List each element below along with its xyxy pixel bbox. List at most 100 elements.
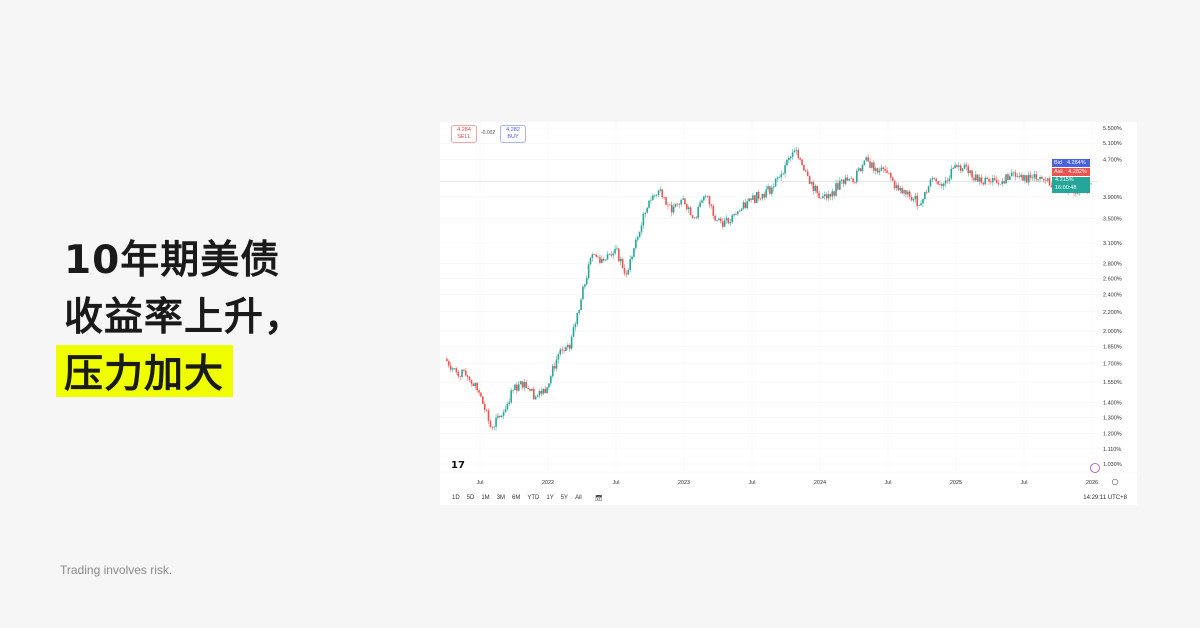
candle-body bbox=[878, 170, 881, 173]
headline-highlight bbox=[56, 345, 233, 397]
tf-1m[interactable]: 1M bbox=[481, 495, 490, 501]
candle-body bbox=[925, 192, 928, 193]
y-tick-label: 1.300% bbox=[1103, 415, 1122, 421]
y-tick-label: 2.600% bbox=[1103, 276, 1122, 282]
candle-body bbox=[1007, 174, 1009, 180]
candle-body bbox=[810, 182, 813, 184]
candle-body bbox=[958, 165, 960, 167]
tf-6m[interactable]: 6M bbox=[512, 495, 521, 501]
candle-body bbox=[610, 254, 613, 256]
candle-body bbox=[652, 195, 654, 201]
x-tick-label: Jul bbox=[1020, 480, 1027, 486]
tf-1y[interactable]: 1Y bbox=[546, 495, 554, 501]
candle-body bbox=[1026, 175, 1028, 183]
candle-body bbox=[822, 196, 824, 198]
candle-body bbox=[536, 395, 539, 397]
candle-body bbox=[805, 170, 807, 172]
candle-body bbox=[961, 168, 964, 171]
buy-button[interactable]: 4.282 BUY bbox=[500, 125, 526, 143]
candle-body bbox=[965, 164, 968, 167]
date-range-icon[interactable]: 📅︎ bbox=[594, 496, 603, 502]
candle-body bbox=[680, 199, 682, 205]
candle-body bbox=[750, 198, 752, 201]
candle-body bbox=[952, 167, 954, 169]
candle-body bbox=[967, 166, 970, 174]
candle-body bbox=[891, 177, 894, 181]
candle-body bbox=[640, 225, 643, 232]
candle-body bbox=[657, 190, 660, 195]
candle-body bbox=[474, 383, 477, 387]
candle-body bbox=[905, 190, 907, 195]
candle-body bbox=[873, 162, 875, 171]
candle-body bbox=[608, 254, 611, 255]
price-chart[interactable]: 5.500% 5.100% 4.700% 3.900% 3.500% 3.100% 2.80… bbox=[440, 122, 1137, 505]
tf-ytd[interactable]: YTD bbox=[527, 495, 540, 501]
candle-body bbox=[931, 178, 934, 180]
chart-canvas[interactable]: 5.500% 5.100% 4.700% 3.900% 3.500% 3.100% 2.80… bbox=[440, 122, 1137, 505]
candle-body bbox=[908, 191, 911, 197]
candle-body bbox=[867, 157, 869, 162]
candle-body bbox=[449, 365, 452, 370]
candle-body bbox=[801, 159, 803, 166]
candle-body bbox=[480, 392, 482, 397]
candle-body bbox=[914, 195, 917, 200]
candle-body bbox=[901, 187, 903, 194]
sell-button[interactable]: 4.284 SELL bbox=[451, 125, 477, 143]
candle-body bbox=[982, 182, 985, 185]
candle-body bbox=[767, 186, 769, 190]
tf-all[interactable]: All bbox=[575, 495, 582, 501]
tf-5d[interactable]: 5D bbox=[466, 495, 475, 501]
candle-body bbox=[625, 273, 628, 275]
candle-body bbox=[565, 347, 567, 352]
candle-body bbox=[523, 382, 526, 388]
candle-body bbox=[602, 258, 605, 261]
y-tick-label: 2.800% bbox=[1103, 261, 1122, 267]
tf-3m[interactable]: 3M bbox=[496, 495, 506, 501]
candle-body bbox=[829, 194, 832, 197]
candle-body bbox=[714, 215, 716, 221]
candle-body bbox=[776, 177, 779, 179]
tf-1d[interactable]: 1D bbox=[452, 495, 460, 501]
candle-body bbox=[1010, 172, 1013, 177]
candle-body bbox=[814, 185, 817, 191]
candle-body bbox=[1016, 176, 1019, 177]
candle-body bbox=[576, 312, 579, 324]
candle-body bbox=[597, 256, 599, 258]
candle-body bbox=[937, 181, 939, 185]
candle-body bbox=[988, 179, 990, 182]
candle-body bbox=[956, 165, 958, 167]
candle-body bbox=[942, 183, 945, 186]
candle-body bbox=[944, 180, 947, 184]
spread-value: -0.002 bbox=[481, 130, 496, 136]
candle-body bbox=[740, 208, 743, 211]
tf-5y[interactable]: 5Y bbox=[560, 495, 569, 501]
x-tick-label: Jul bbox=[884, 480, 891, 486]
candle-body bbox=[612, 253, 614, 256]
candle-body bbox=[789, 156, 792, 158]
timeframe-bar: 1D 5D 1M 3M 6M YTD 1Y 5Y All 📅︎ bbox=[452, 495, 602, 502]
candle-body bbox=[848, 178, 851, 181]
candle-body bbox=[697, 206, 699, 218]
x-tick-label: 2026 bbox=[1086, 480, 1098, 486]
candle-body bbox=[893, 180, 896, 188]
candle-body bbox=[907, 191, 909, 195]
candle-body bbox=[534, 396, 537, 400]
candle-body bbox=[631, 256, 633, 260]
headline-line-2: 收益率上升， bbox=[64, 295, 305, 340]
candle-body bbox=[765, 189, 767, 198]
candle-body bbox=[650, 200, 652, 201]
candle-body bbox=[912, 199, 915, 201]
candle-body bbox=[655, 194, 658, 196]
candle-body bbox=[563, 350, 565, 352]
candle-body bbox=[1075, 193, 1077, 194]
candle-body bbox=[459, 376, 461, 377]
candle-body bbox=[689, 207, 692, 216]
candle-body bbox=[1077, 192, 1079, 194]
candle-body bbox=[755, 192, 758, 203]
y-tick-label: 3.100% bbox=[1103, 241, 1122, 247]
candle-body bbox=[863, 160, 866, 165]
candle-body bbox=[1037, 179, 1039, 180]
candle-body bbox=[644, 212, 647, 214]
candle-body bbox=[686, 204, 688, 210]
candle-body bbox=[646, 207, 648, 213]
